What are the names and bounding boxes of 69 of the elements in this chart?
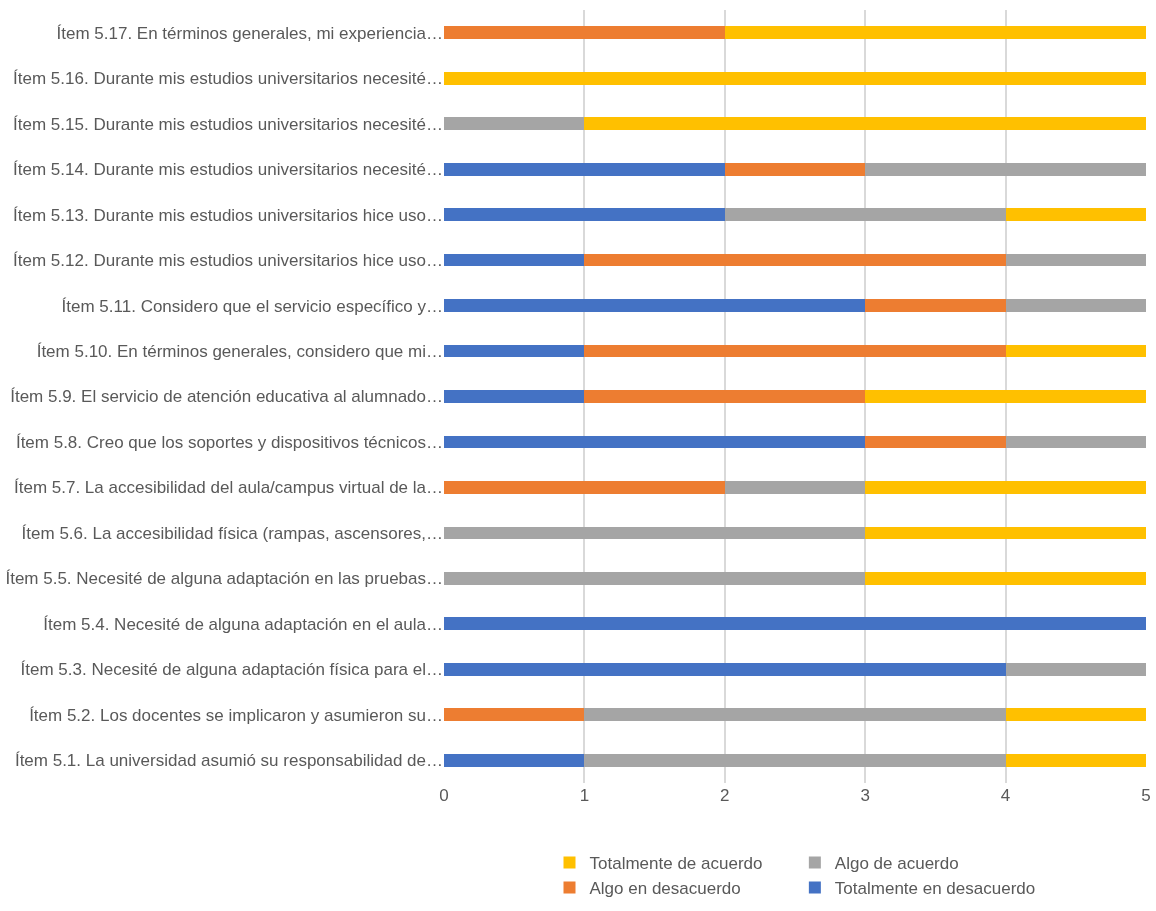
- y-tick-label: Ítem 5.7. La accesibilidad del aula/campus virtual de la…: [13, 478, 443, 498]
- bar: [1005, 299, 1146, 312]
- bar: [444, 753, 585, 767]
- bar: [584, 253, 1006, 267]
- y-tick-label: Ítem 5.14. Durante mis estudios universitarios necesité…: [13, 160, 443, 180]
- bar: [584, 708, 1006, 722]
- bar: [865, 299, 1006, 312]
- bar: [1005, 344, 1146, 358]
- bar: [444, 708, 585, 722]
- y-tick-label: Ítem 5.16. Durante mis estudios universitarios necesité…: [13, 69, 443, 89]
- x-tick-label: 1: [579, 786, 590, 805]
- y-tick-label: Ítem 5.4. Necesité de alguna adaptación en el aula…: [43, 614, 443, 634]
- y-tick-label: Ítem 5.5. Necesité de alguna adaptación en las pruebas…: [5, 569, 443, 589]
- x-tick-label: 2: [720, 786, 730, 805]
- x-tick-label: 3: [860, 786, 870, 805]
- bar: [724, 208, 1006, 221]
- y-tick-label: Ítem 5.17. En términos generales, mi experiencia…: [56, 23, 443, 43]
- bar: [1005, 253, 1146, 267]
- bar: [444, 572, 866, 585]
- bar: [444, 390, 585, 403]
- y-tick-label: Ítem 5.3. Necesité de alguna adaptación física para el…: [20, 660, 443, 680]
- legend-label: Totalmente en desacuerdo: [834, 879, 1036, 899]
- bar: [1005, 435, 1146, 449]
- y-tick-label: Ítem 5.2. Los docentes se implicaron y asumieron su…: [29, 705, 443, 725]
- y-tick-label: Ítem 5.11. Considero que el servicio específico y…: [61, 296, 443, 316]
- bar: [444, 662, 1006, 676]
- bar: [444, 344, 585, 358]
- y-tick-label: Ítem 5.12. Durante mis estudios universitarios hice uso…: [13, 251, 443, 271]
- y-tick-label: Ítem 5.8. Creo que los soportes y dispositivos técnicos…: [15, 432, 443, 452]
- bar: [865, 481, 1146, 494]
- bar: [865, 162, 1146, 176]
- bar: [584, 344, 1006, 358]
- bar: [584, 390, 866, 403]
- y-tick-label: Ítem 5.10. En términos generales, considero que mi…: [36, 341, 443, 361]
- bar: [724, 26, 1146, 40]
- y-tick-label: Ítem 5.13. Durante mis estudios universitarios hice uso…: [13, 205, 443, 225]
- x-tick-label: 0: [439, 786, 449, 805]
- bar: [865, 390, 1146, 403]
- bar: [444, 208, 725, 221]
- bar: [724, 162, 866, 176]
- bar: [444, 299, 866, 312]
- legend-label: Algo en desacuerdo: [589, 879, 741, 899]
- bar: [444, 26, 725, 40]
- bar: [444, 435, 866, 449]
- x-tick-label: 4: [1000, 786, 1011, 805]
- bar: [865, 572, 1146, 585]
- bar: [865, 435, 1006, 449]
- bar: [444, 71, 1146, 85]
- legend-label: Totalmente de acuerdo: [589, 854, 763, 874]
- bar: [444, 117, 585, 131]
- bar: [1005, 708, 1146, 722]
- bar: [444, 617, 1146, 631]
- bar: [584, 117, 1146, 131]
- bar: [724, 481, 866, 494]
- bar: [444, 481, 725, 494]
- bar: [1005, 662, 1146, 676]
- legend-label: Algo de acuerdo: [834, 854, 959, 874]
- bar: [1005, 208, 1146, 221]
- bar: [584, 753, 1006, 767]
- x-tick-label: 5: [1141, 786, 1151, 805]
- bar: [444, 253, 585, 267]
- y-tick-label: Ítem 5.1. La universidad asumió su responsabilidad de…: [14, 751, 443, 771]
- bar: [444, 526, 866, 540]
- y-tick-label: Ítem 5.15. Durante mis estudios universitarios necesité…: [13, 114, 443, 134]
- bar: [444, 162, 725, 176]
- y-tick-label: Ítem 5.6. La accesibilidad física (rampas, ascensores,…: [21, 523, 443, 543]
- y-tick-label: Ítem 5.9. El servicio de atención educativa al alumnado…: [10, 387, 443, 407]
- bar: [1005, 753, 1146, 767]
- bar: [865, 526, 1146, 540]
